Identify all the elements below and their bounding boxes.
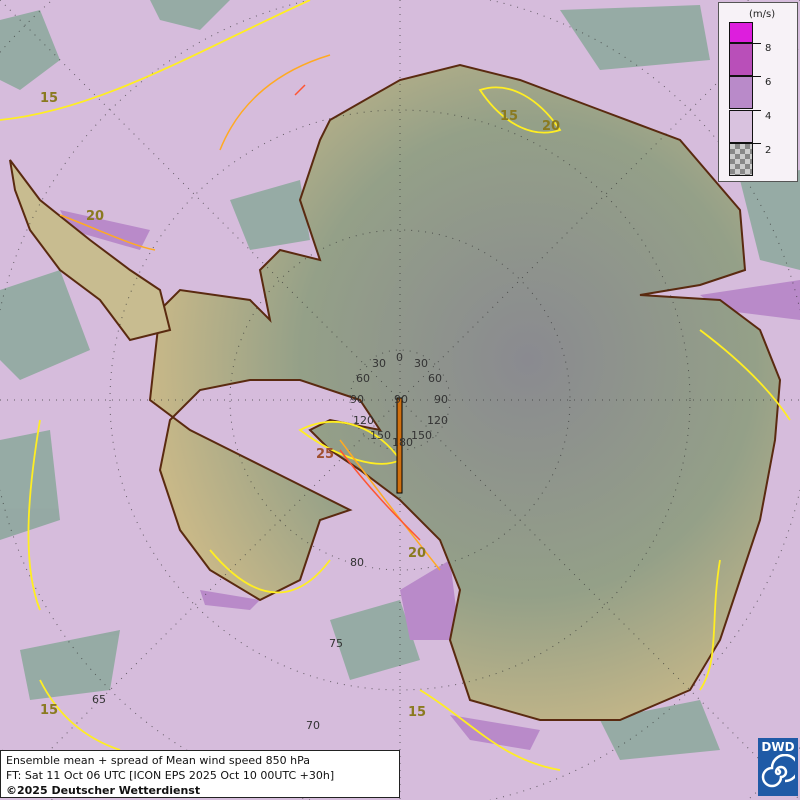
logo-text: DWD [761, 740, 795, 754]
legend-tick-label: 4 [765, 111, 772, 122]
contour-label: 15 [500, 109, 519, 124]
legend-swatch [729, 22, 753, 43]
isotach-25 [294, 84, 421, 541]
latitude-label: 80 [350, 556, 364, 569]
legend-swatch [729, 76, 753, 109]
latitude-label: 75 [329, 637, 343, 650]
contour-label: 15 [40, 703, 59, 718]
legend-tick-label: 2 [765, 145, 772, 156]
legend-tick [753, 143, 761, 144]
longitude-label: 150 [411, 429, 432, 442]
latitude-label: 70 [306, 719, 320, 732]
pole-bar [396, 397, 403, 494]
legend-tick [753, 43, 761, 44]
longitude-label: 60 [356, 372, 370, 385]
dwd-logo: DWD [758, 738, 800, 796]
low-spread-patches [0, 0, 800, 760]
longitude-label: 120 [427, 414, 448, 427]
longitude-label: 30 [372, 357, 386, 370]
contour-label: 20 [86, 209, 105, 224]
contour-label: 25 [316, 447, 335, 462]
legend-tick-label: 6 [765, 77, 772, 88]
legend-swatch [729, 110, 753, 143]
contour-label: 20 [542, 119, 561, 134]
swirl-icon [761, 753, 800, 788]
legend-tick [753, 110, 761, 111]
legend-swatch [729, 43, 753, 76]
caption-title: Ensemble mean + spread of Mean wind spee… [6, 754, 310, 767]
antarctic-peninsula [9, 159, 172, 342]
longitude-label: 90 [434, 393, 448, 406]
longitude-label: 30 [414, 357, 428, 370]
contour-label: 20 [408, 546, 427, 561]
longitude-label: 150 [370, 429, 391, 442]
contour-label: 15 [408, 705, 427, 720]
high-spread-patches [60, 210, 800, 750]
isotach-15 [0, 0, 791, 771]
longitude-label: 60 [428, 372, 442, 385]
map-caption: Ensemble mean + spread of Mean wind spee… [0, 750, 400, 798]
legend-swatch [729, 143, 753, 176]
legend-tick-label: 8 [765, 43, 772, 54]
color-legend: (m/s) 8 6 4 2 [718, 2, 798, 182]
caption-copyright: ©2025 Deutscher Wetterdienst [6, 784, 201, 797]
isotach-20 [59, 54, 441, 571]
longitude-label: 120 [353, 414, 374, 427]
longitude-label: 90 [394, 393, 408, 406]
longitude-label: 90 [350, 393, 364, 406]
latitude-label: 65 [92, 693, 106, 706]
longitude-label: 180 [392, 436, 413, 449]
longitude-label: 0 [396, 351, 403, 364]
legend-unit: (m/s) [749, 9, 776, 20]
antarctica-continent [148, 63, 782, 721]
contour-label: 15 [40, 91, 59, 106]
legend-tick [753, 76, 761, 77]
caption-forecast-time: FT: Sat 11 Oct 06 UTC [ICON EPS 2025 Oct… [6, 769, 335, 782]
